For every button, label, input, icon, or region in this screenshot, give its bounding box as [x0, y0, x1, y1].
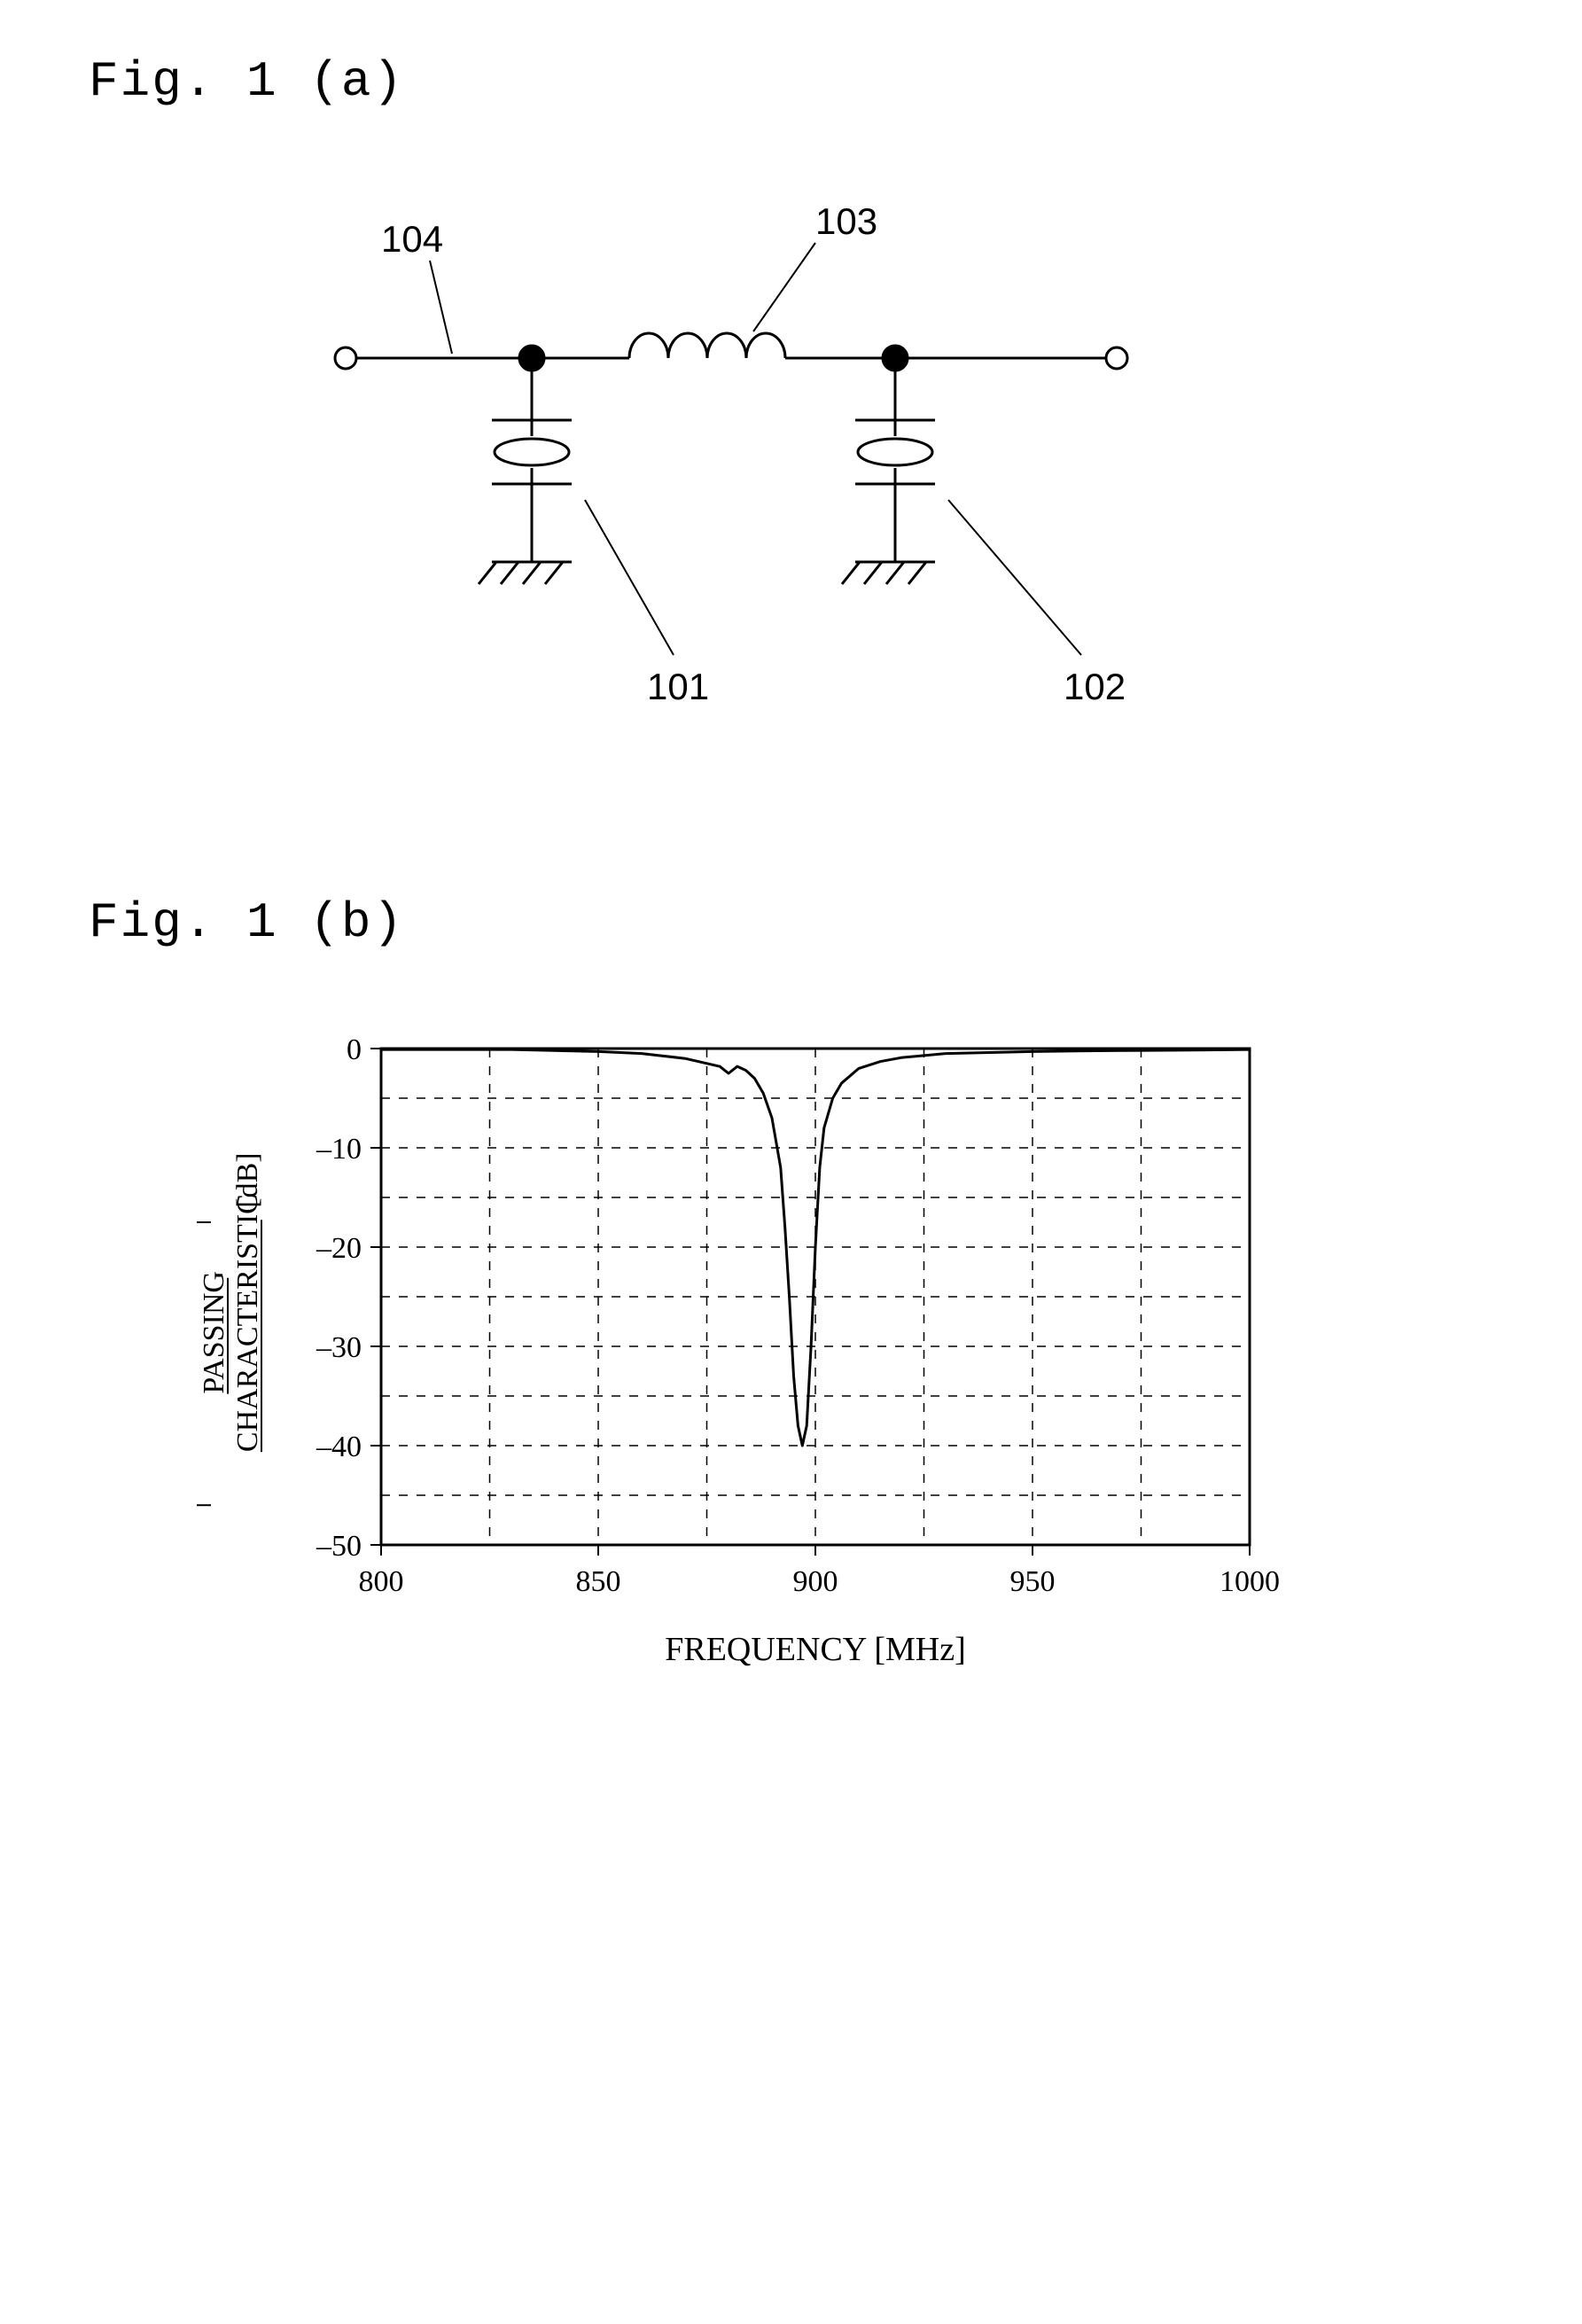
fig-b-label: Fig. 1 (b)	[89, 894, 1493, 951]
svg-text:–10: –10	[316, 1133, 362, 1166]
passing-chart: 800 850 900 950 1000 0 –10 –20 –30 –40 –50 FREQUENC…	[177, 1022, 1347, 1749]
chart-wrapper: 800 850 900 950 1000 0 –10 –20 –30 –40 –50 FREQUENC…	[89, 987, 1493, 1753]
svg-text:PASSING: PASSING	[198, 1271, 230, 1394]
svg-text:CHARACTERISTIC: CHARACTERISTIC	[231, 1194, 264, 1452]
svg-text:0: 0	[347, 1033, 362, 1066]
section-fig-a: Fig. 1 (a)	[89, 53, 1493, 788]
svg-text:–30: –30	[316, 1331, 362, 1364]
svg-text:950: 950	[1010, 1565, 1056, 1598]
svg-text:1000: 1000	[1220, 1565, 1280, 1598]
svg-text:–50: –50	[316, 1530, 362, 1563]
svg-text:–20: –20	[316, 1232, 362, 1265]
fig-a-label: Fig. 1 (a)	[89, 53, 1493, 110]
svg-text:900: 900	[793, 1565, 838, 1598]
ref-103: 103	[815, 200, 877, 242]
ref-104: 104	[381, 218, 443, 260]
svg-text:–40: –40	[316, 1431, 362, 1463]
section-fig-b: Fig. 1 (b) 800 850 900 950 1000 0 –10 –20 –30 –40…	[89, 894, 1493, 1753]
circuit-svg: 104 103 101 102	[292, 163, 1267, 784]
ref-102: 102	[1064, 666, 1126, 707]
circuit-diagram: 104 103 101 102	[89, 145, 1493, 788]
svg-text:800: 800	[359, 1565, 404, 1598]
ref-101: 101	[647, 666, 709, 707]
svg-text:FREQUENCY [MHz]: FREQUENCY [MHz]	[665, 1631, 966, 1668]
svg-text:850: 850	[576, 1565, 621, 1598]
svg-text:[dB]: [dB]	[231, 1152, 264, 1207]
